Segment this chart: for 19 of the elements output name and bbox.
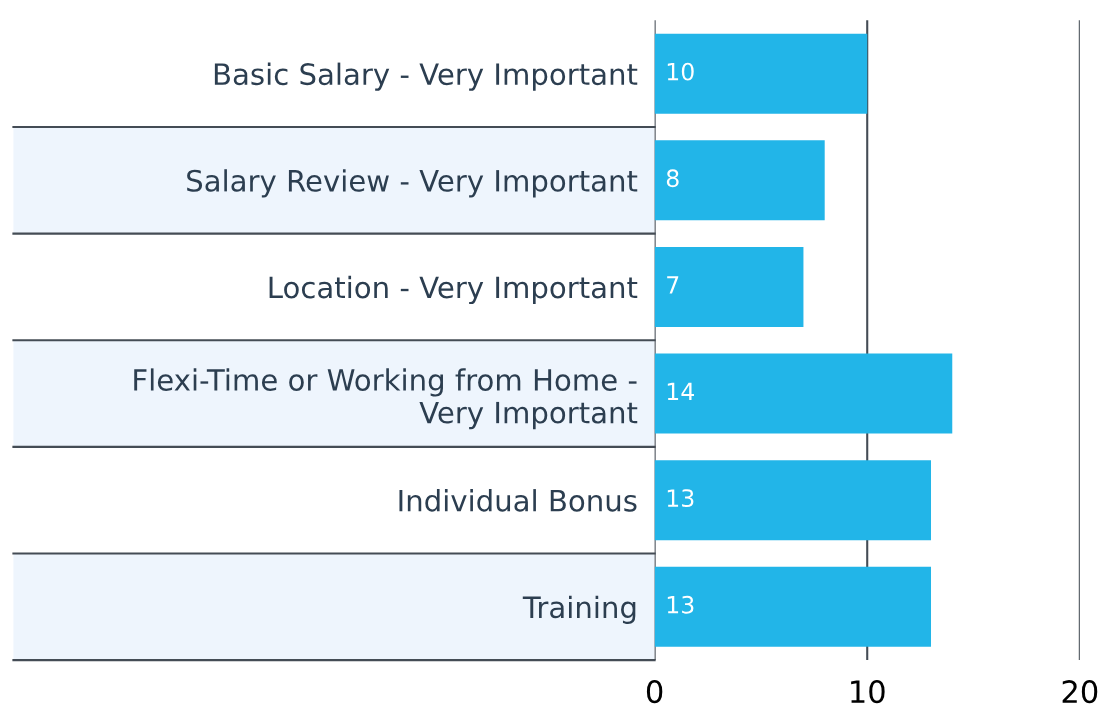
- bar: [654, 33, 868, 114]
- data-label: 10: [667, 62, 694, 81]
- y-tick-label: Location - Very Important: [269, 275, 638, 305]
- data-label: 13: [667, 489, 694, 508]
- x-tick-label: 0: [646, 680, 663, 704]
- bar: [654, 246, 804, 327]
- data-label: 8: [666, 169, 679, 188]
- data-label: 14: [667, 382, 694, 401]
- y-tick-label: Training: [522, 595, 636, 624]
- data-label: 7: [667, 276, 679, 294]
- bar: [654, 460, 932, 541]
- data-label: 13: [667, 595, 694, 614]
- y-tick-label: Flexi-Time or Working from Home - Very Important: [134, 368, 638, 430]
- y-tick-label: Basic Salary - Very Important: [214, 62, 638, 91]
- y-tick-label: Individual Bonus: [399, 489, 637, 512]
- x-tick-label: 20: [1062, 680, 1098, 704]
- bar: [654, 140, 825, 221]
- y-tick-label: Salary Review - Very Important: [187, 169, 638, 198]
- x-tick-label: 10: [851, 680, 885, 704]
